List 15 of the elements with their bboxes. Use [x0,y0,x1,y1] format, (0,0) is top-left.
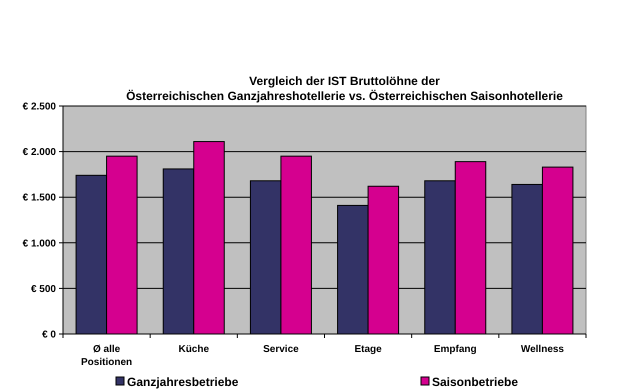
x-tick-label: Ø alle Positionen [81,344,132,368]
chart-title: Vergleich der IST Bruttolöhne der Österreichischen Ganzjahreshotellerie vs. Österreichischen Saisonhotellerie [126,74,564,103]
y-tick-label: € 2.500 [22,102,56,112]
legend-label: Saisonbetriebe [432,375,518,389]
y-tick-label: € 0 [42,330,56,340]
y-tick-label: € 1.000 [22,238,56,250]
x-tick-label: Küche [178,344,210,355]
y-tick-label: € 1.500 [22,192,56,204]
y-tick-label: € 2.000 [22,147,56,158]
x-tick-label: Wellness [520,344,564,355]
y-tick-label: € 500 [30,284,56,295]
legend-label: Ganzjahresbetriebe [127,375,239,389]
x-tick-label: Etage [354,344,382,355]
x-tick-label: Service [263,344,300,355]
x-tick-label: Empfang [434,344,477,355]
